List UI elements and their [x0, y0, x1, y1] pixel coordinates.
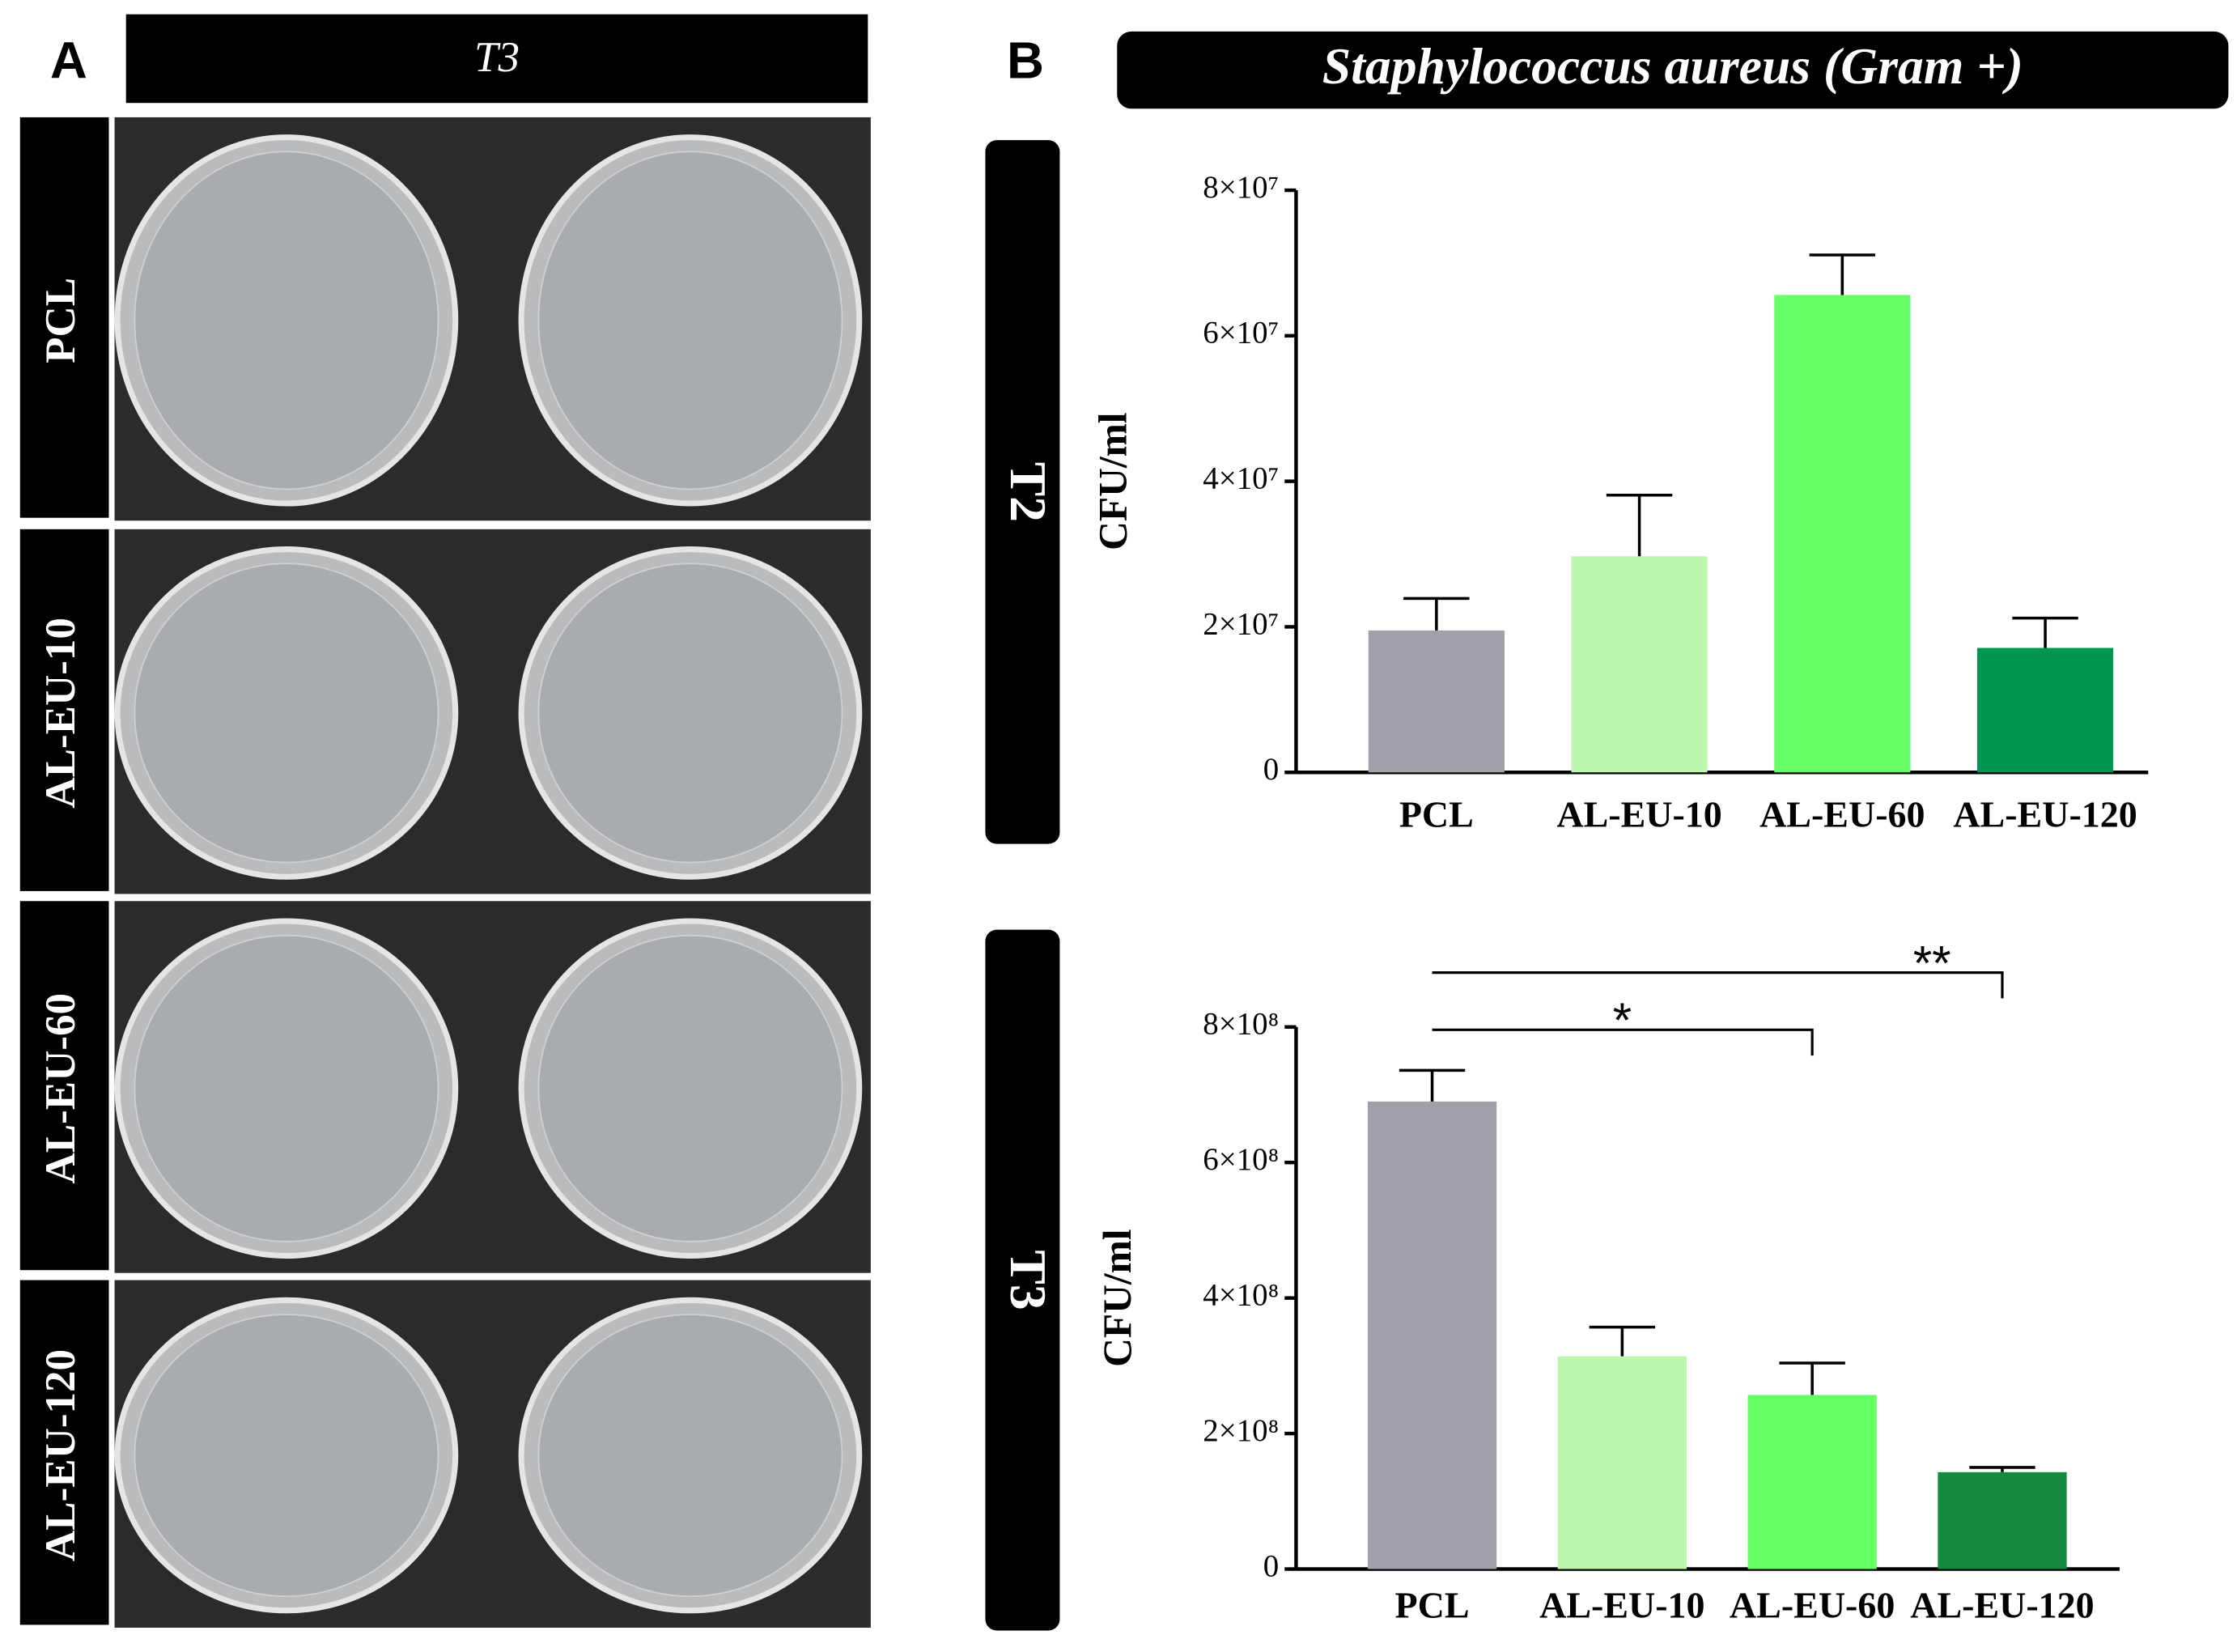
bar	[1938, 1472, 2067, 1569]
y-tick-label: 8×10⁷	[1203, 170, 1279, 205]
significance-bracket	[1432, 1028, 1814, 1056]
header: T3	[474, 34, 520, 81]
y-tick-label: 8×10⁸	[1203, 1007, 1279, 1042]
significance-label: **	[1913, 936, 1951, 990]
petri-dish-inner	[537, 563, 843, 864]
bar	[1774, 295, 1911, 773]
y-tick-label: 0	[1263, 752, 1279, 787]
row-label: AL-EU-60	[37, 993, 84, 1184]
panel-label: A	[50, 32, 87, 89]
petri-dish-inner	[134, 151, 439, 491]
y-tick-label: 0	[1263, 1548, 1279, 1583]
x-tick-label: AL-EU-120	[1953, 793, 2137, 834]
row-label: AL-EU-10	[37, 618, 84, 809]
y-tick-label: 6×10⁸	[1203, 1142, 1279, 1177]
bar	[1571, 556, 1708, 773]
y-tick-label: 2×10⁸	[1203, 1413, 1279, 1448]
row-label-bar	[19, 1280, 109, 1625]
bar	[1977, 648, 2114, 773]
error-bar	[1969, 1466, 2035, 1472]
bar	[1747, 1395, 1877, 1569]
error-bar	[2012, 616, 2078, 648]
petri-dish-inner	[134, 934, 439, 1242]
row-label: AL-EU-120	[37, 1349, 84, 1561]
error-bar	[1399, 1068, 1466, 1102]
panel-label: B	[1007, 32, 1044, 89]
x-tick-label: PCL	[1395, 1585, 1470, 1626]
row-label-bar	[19, 901, 109, 1271]
bar	[1557, 1356, 1687, 1569]
error-bar	[1589, 1325, 1656, 1357]
side-label: T2	[1000, 462, 1057, 522]
y-tick-label: 4×10⁸	[1203, 1278, 1279, 1313]
photos	[114, 117, 871, 1628]
side-label: T3	[1000, 1250, 1057, 1310]
petri-dish-inner	[537, 1314, 843, 1597]
error-bar	[1809, 253, 1876, 295]
row-label-bar	[19, 529, 109, 891]
error-bar	[1606, 493, 1673, 557]
petri-dish-inner	[537, 151, 843, 491]
error-bar	[1403, 597, 1470, 631]
side-label-bar	[985, 929, 1060, 1631]
y-tick-label: 6×10⁷	[1203, 316, 1279, 350]
header-bar	[125, 14, 868, 104]
y-tick-label: 2×10⁷	[1203, 606, 1279, 641]
x-tick-label: AL-EU-120	[1910, 1585, 2094, 1626]
row-label-bar	[19, 117, 109, 518]
y-axis-label: CFU/ml	[1091, 412, 1135, 550]
title: Staphylococcus aureus (Gram +)	[1322, 37, 2023, 95]
x-tick-label: AL-EU-10	[1539, 1585, 1704, 1626]
y-axis-label: CFU/ml	[1095, 1229, 1140, 1366]
x-tick-label: PCL	[1399, 793, 1474, 834]
significance-label: *	[1613, 993, 1632, 1047]
y-tick-label: 4×10⁷	[1203, 461, 1279, 496]
petri-dish-inner	[134, 563, 439, 864]
petri-dish-inner	[134, 1314, 439, 1597]
side-label-bar	[985, 140, 1060, 844]
title-bar	[1117, 31, 2229, 109]
bar	[1368, 630, 1505, 773]
x-tick-label: AL-EU-60	[1759, 793, 1925, 834]
row-label: PCL	[37, 278, 84, 363]
significance-bracket	[1432, 971, 2004, 999]
x-tick-label: AL-EU-60	[1730, 1585, 1895, 1626]
x-tick-label: AL-EU-10	[1556, 793, 1721, 834]
petri-dish-inner	[537, 934, 843, 1242]
bar	[1367, 1101, 1497, 1569]
error-bar	[1779, 1361, 1845, 1395]
